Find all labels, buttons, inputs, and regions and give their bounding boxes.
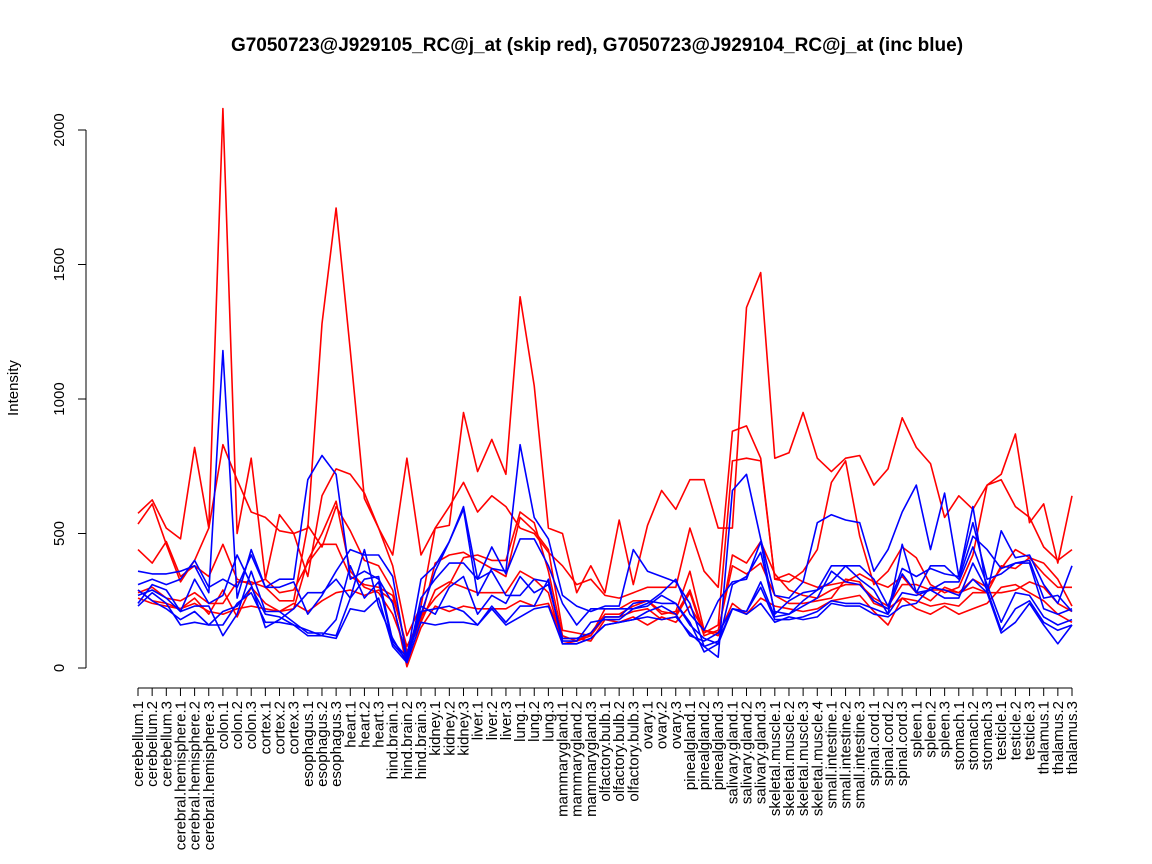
x-tick-label: esophagus.2 — [314, 701, 331, 787]
x-tick-label: spleen.3 — [937, 701, 954, 758]
x-tick-label: mammarygland.1 — [555, 701, 572, 817]
y-tick-label: 0 — [51, 664, 68, 672]
x-tick-label: olfactory.bulb.1 — [597, 701, 614, 802]
x-tick-label: heart.2 — [356, 701, 373, 748]
x-tick-label: liver.3 — [498, 701, 515, 740]
x-tick-label: kidney.3 — [455, 701, 472, 756]
x-tick-label: skeletal.muscle.3 — [795, 701, 812, 816]
series-line-2 — [137, 425, 1073, 637]
x-tick-label: spinal.cord.2 — [880, 701, 897, 786]
x-tick-label: small.intestine.1 — [823, 701, 840, 809]
series-line-7 — [137, 349, 1073, 661]
x-tick-label: spleen.2 — [922, 701, 939, 758]
x-tick-label: ovary.3 — [668, 701, 685, 749]
x-tick-label: spinal.cord.3 — [894, 701, 911, 786]
x-tick-label: pinealgland.2 — [696, 701, 713, 790]
y-axis: 0 500 1000 1500 2000 — [51, 113, 87, 672]
x-tick-label: testicle.2 — [1007, 701, 1024, 760]
series-line-12 — [137, 578, 1073, 664]
plot-lines — [137, 107, 1073, 668]
x-tick-label: esophagus.1 — [300, 701, 317, 787]
x-tick-label: lung.2 — [526, 701, 543, 742]
y-tick-label: 1000 — [51, 382, 68, 415]
y-tick-label: 500 — [51, 521, 68, 546]
x-tick-label: colon.3 — [243, 701, 260, 749]
x-tick-label: heart.1 — [342, 701, 359, 748]
x-tick-label: mammarygland.2 — [569, 701, 586, 817]
series-line-3 — [137, 457, 1073, 648]
x-tick-label: hind.brain.1 — [385, 701, 402, 779]
x-tick-label: salivary.gland.1 — [724, 701, 741, 804]
x-tick-label: mammarygland.3 — [583, 701, 600, 817]
x-tick-label: ovary.1 — [639, 701, 656, 749]
x-tick-label: skeletal.muscle.4 — [809, 701, 826, 816]
x-tick-label: colon.2 — [229, 701, 246, 749]
x-tick-label: cerebellum.2 — [144, 701, 161, 787]
x-tick-label: hind.brain.2 — [399, 701, 416, 779]
x-tick-label: cortex.3 — [286, 701, 303, 754]
x-tick-label: small.intestine.2 — [838, 701, 855, 809]
x-tick-label: spleen.1 — [908, 701, 925, 758]
x-tick-label: testicle.1 — [993, 701, 1010, 760]
x-tick-label: cerebellum.3 — [158, 701, 175, 787]
y-tick-label: 1500 — [51, 248, 68, 281]
x-tick-label: spinal.cord.1 — [866, 701, 883, 786]
x-tick-label: stomach.1 — [951, 701, 968, 770]
x-tick-label: thalamus.2 — [1050, 701, 1067, 774]
x-tick-label: cerebral.hemisphere.1 — [172, 701, 189, 850]
chart-title: G7050723@J929105_RC@j_at (skip red), G70… — [231, 35, 963, 56]
x-tick-label: hind.brain.3 — [413, 701, 430, 779]
x-tick-label: pinealgland.1 — [682, 701, 699, 790]
x-tick-label: liver.1 — [470, 701, 487, 740]
x-tick-label: small.intestine.3 — [852, 701, 869, 809]
x-tick-label: pinealgland.3 — [710, 701, 727, 790]
y-tick-label: 2000 — [51, 113, 68, 146]
x-tick-label: kidney.1 — [427, 701, 444, 756]
x-tick-label: olfactory.bulb.2 — [611, 701, 628, 802]
x-tick-label: lung.1 — [512, 701, 529, 742]
x-tick-label: cerebellum.1 — [130, 701, 147, 787]
x-tick-label: thalamus.1 — [1036, 701, 1053, 774]
x-tick-label: cerebral.hemisphere.3 — [201, 701, 218, 850]
x-tick-label: cerebral.hemisphere.2 — [187, 701, 204, 850]
x-tick-label: testicle.3 — [1022, 701, 1039, 760]
x-tick-label: kidney.2 — [441, 701, 458, 756]
series-line-10 — [137, 546, 1073, 659]
x-tick-label: skeletal.muscle.2 — [781, 701, 798, 816]
x-tick-label: heart.3 — [371, 701, 388, 748]
x-tick-label: salivary.gland.3 — [753, 701, 770, 804]
x-tick-label: salivary.gland.2 — [739, 701, 756, 804]
x-tick-label: thalamus.3 — [1064, 701, 1081, 774]
series-line-1 — [137, 107, 1073, 594]
x-tick-label: lung.3 — [540, 701, 557, 742]
x-tick-label: olfactory.bulb.3 — [625, 701, 642, 802]
x-tick-label: skeletal.muscle.1 — [767, 701, 784, 816]
x-tick-label: ovary.2 — [654, 701, 671, 749]
series-line-9 — [137, 521, 1073, 664]
x-axis: cerebellum.1cerebellum.2cerebellum.3cere… — [130, 687, 1081, 850]
x-tick-label: esophagus.3 — [328, 701, 345, 787]
x-tick-label: stomach.2 — [965, 701, 982, 770]
x-tick-label: cortex.1 — [257, 701, 274, 754]
x-tick-label: stomach.3 — [979, 701, 996, 770]
y-axis-label: Intensity — [5, 360, 22, 416]
x-tick-label: cortex.2 — [272, 701, 289, 754]
x-tick-label: liver.2 — [484, 701, 501, 740]
x-tick-label: colon.1 — [215, 701, 232, 749]
